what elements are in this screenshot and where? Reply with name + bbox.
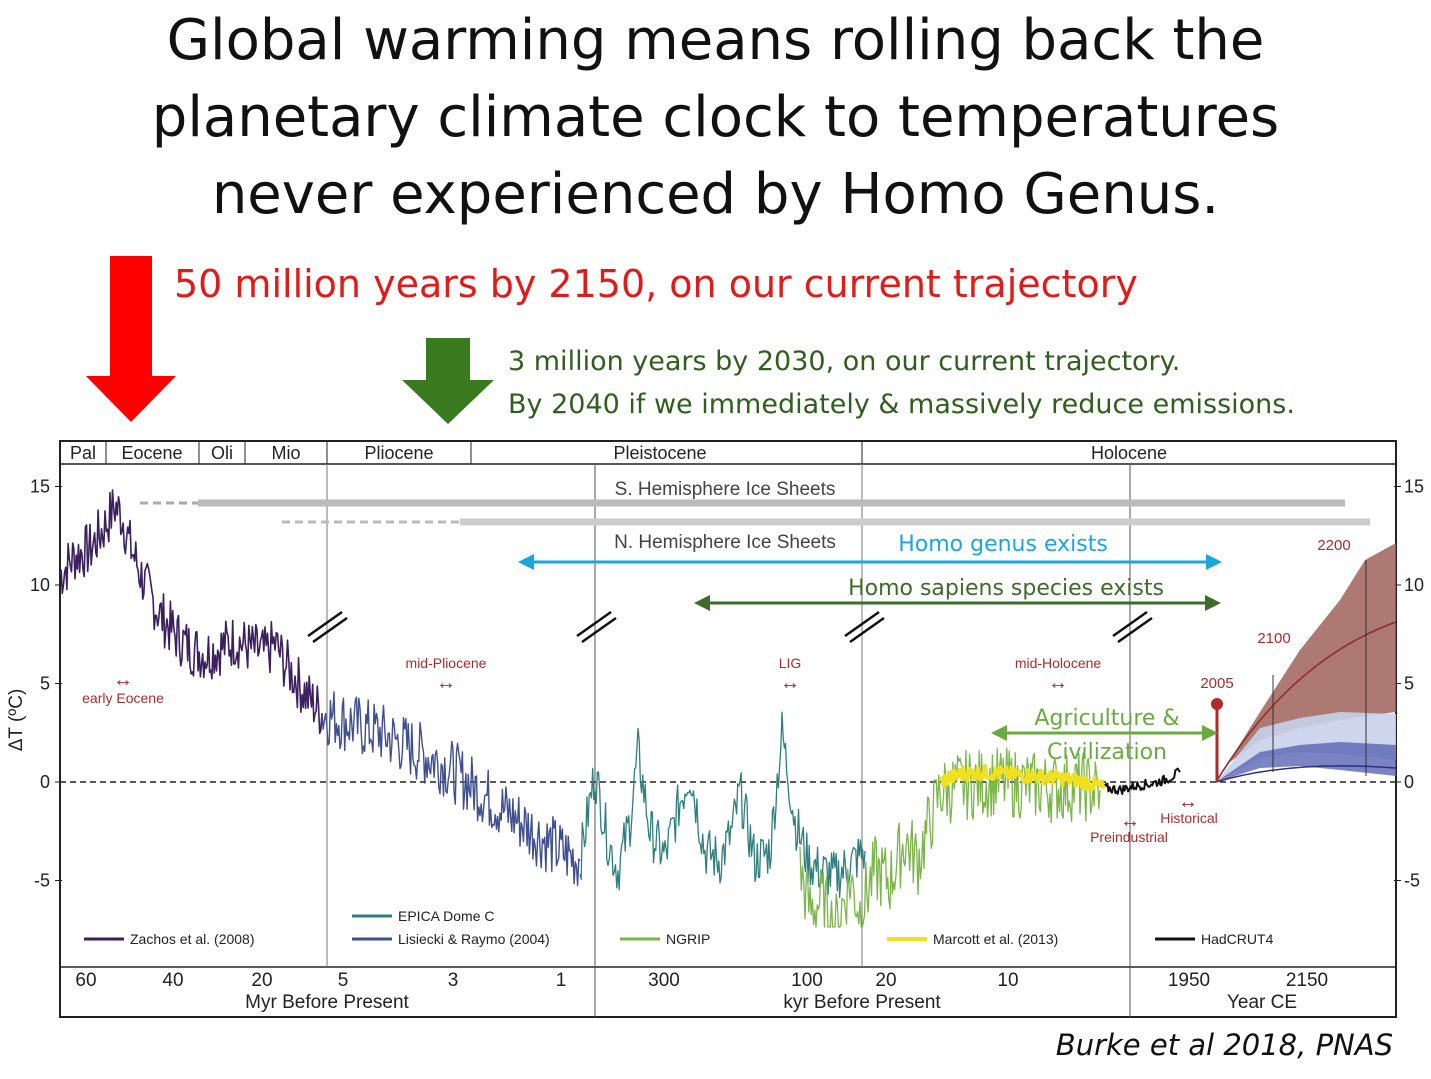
y-axis-right: 15 10 5 0 -5	[1394, 477, 1424, 891]
legend-label: Marcott et al. (2013)	[933, 931, 1058, 947]
x-tick-label: 40	[162, 970, 183, 991]
y-tick-label: 10	[30, 575, 50, 595]
interval-label: Preindustrial	[1090, 829, 1168, 845]
interval-label: Historical	[1160, 810, 1218, 826]
series-line-4	[938, 763, 1107, 792]
interval-arrow: ↔	[113, 669, 133, 691]
y-tick-label: 15	[30, 477, 50, 497]
series-line-5	[1104, 767, 1181, 795]
projection-fan-high	[1216, 543, 1396, 782]
plot-frame	[59, 440, 1397, 1018]
interval-arrow: ↔	[1178, 791, 1198, 813]
y-axis-title: ΔT (ºC)	[6, 689, 27, 752]
projection-fan-low	[1216, 742, 1396, 782]
agriculture-label: Civilization	[1047, 740, 1167, 765]
x-axis-title: kyr Before Present	[783, 992, 941, 1013]
series-line-3	[799, 747, 1101, 928]
interval-label: LIG	[779, 655, 802, 671]
x-tick-label: 1	[556, 970, 567, 991]
interval-arrow: ↔	[436, 672, 456, 694]
y-tick-label: 0	[1404, 772, 1414, 792]
interval-label: early Eocene	[82, 690, 164, 706]
slide-title: Global warming means rolling back the pl…	[0, 2, 1431, 233]
homo-sapiens-band	[694, 595, 1221, 611]
legend-label: HadCRUT4	[1201, 931, 1274, 947]
y-tick-label: -5	[34, 871, 50, 891]
title-line: never experienced by Homo Genus.	[211, 162, 1220, 227]
legend-label: Lisiecki & Raymo (2004)	[398, 931, 550, 947]
green-down-arrow-icon	[402, 338, 494, 424]
projection-label: 2100	[1257, 630, 1290, 647]
projection-median-high	[1215, 621, 1397, 783]
green-callout-text: 3 million years by 2030, on our current …	[508, 340, 1295, 426]
interval-arrow: ↔	[1120, 810, 1140, 832]
x-tick-label: 2150	[1286, 970, 1328, 991]
agriculture-band	[991, 725, 1218, 741]
ice-sheet-label: N. Hemisphere Ice Sheets	[614, 532, 836, 553]
x-tick-label: 3	[448, 970, 459, 991]
year-2005-marker-dot	[1211, 698, 1223, 710]
projection-median-low	[1215, 765, 1397, 783]
homo-genus-label: Homo genus exists	[898, 532, 1108, 557]
y-axis-left: 15 10 5 0 -5	[30, 477, 62, 891]
y-tick-label: 0	[40, 772, 50, 792]
x-tick-label: 5	[338, 970, 349, 991]
interval-label: mid-Pliocene	[406, 655, 487, 671]
epoch-label: Pal	[70, 443, 96, 463]
legend-label: Zachos et al. (2008)	[130, 931, 255, 947]
x-tick-label: 60	[75, 970, 96, 991]
x-tick-label: 100	[791, 970, 823, 991]
epoch-label: Pleistocene	[613, 443, 706, 463]
legend-label: NGRIP	[666, 931, 710, 947]
epoch-label: Mio	[271, 443, 300, 463]
homo-genus-band	[518, 554, 1222, 570]
epoch-label: Eocene	[121, 443, 182, 463]
x-tick-label: 300	[648, 970, 680, 991]
projection-label: 2005	[1200, 675, 1233, 692]
green-callout-line: By 2040 if we immediately & massively re…	[508, 389, 1295, 420]
series-line-2	[579, 711, 866, 898]
citation: Burke et al 2018, PNAS	[1055, 1028, 1393, 1062]
projection-label: 2200	[1317, 537, 1350, 554]
axis-break-mark	[307, 610, 1153, 644]
y-tick-label: 15	[1404, 477, 1424, 497]
epoch-label: Pliocene	[364, 443, 433, 463]
series-layer	[59, 489, 1181, 928]
series-line-1	[321, 691, 581, 887]
epoch-label: Oli	[211, 443, 233, 463]
x-axis-title: Myr Before Present	[245, 992, 409, 1013]
x-tick-label: 10	[997, 970, 1018, 991]
homo-sapiens-label: Homo sapiens species exists	[848, 576, 1164, 601]
title-line: planetary climate clock to temperatures	[151, 85, 1280, 150]
y-tick-label: 5	[1404, 674, 1414, 694]
legend-label: EPICA Dome C	[398, 908, 494, 924]
interval-label: mid-Holocene	[1015, 655, 1102, 671]
y-tick-label: 10	[1404, 575, 1424, 595]
x-tick-label: 1950	[1168, 970, 1210, 991]
legend: EPICA Dome C Zachos et al. (2008) Lisiec…	[84, 908, 1274, 947]
x-tick-label: 20	[251, 970, 272, 991]
red-down-arrow-icon	[86, 256, 176, 422]
series-line-0	[59, 489, 323, 735]
title-line: Global warming means rolling back the	[166, 8, 1265, 73]
green-callout-line: 3 million years by 2030, on our current …	[508, 346, 1181, 377]
interval-arrow: ↔	[780, 672, 800, 694]
ice-sheet-label: S. Hemisphere Ice Sheets	[615, 479, 836, 500]
x-tick-label: 20	[875, 970, 896, 991]
y-tick-label: -5	[1404, 871, 1420, 891]
agriculture-label: Agriculture &	[1034, 706, 1179, 731]
red-callout-text: 50 million years by 2150, on our current…	[174, 262, 1138, 306]
epoch-label: Holocene	[1091, 443, 1167, 463]
y-tick-label: 5	[40, 674, 50, 694]
interval-marker: ↔ ↔ ↔ ↔ ↔ ↔	[113, 669, 1198, 832]
x-axis-title: Year CE	[1227, 992, 1297, 1013]
interval-arrow: ↔	[1048, 672, 1068, 694]
